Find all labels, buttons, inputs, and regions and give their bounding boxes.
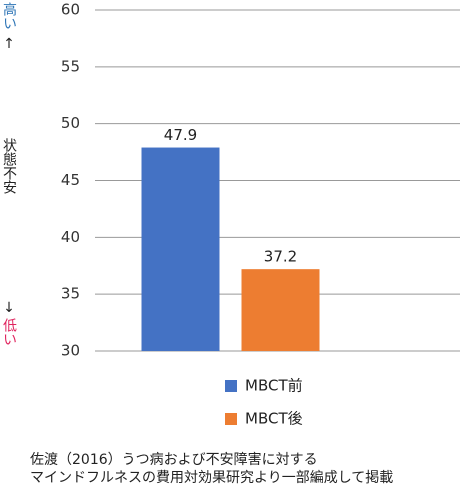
y-tick-label: 45 xyxy=(61,171,80,189)
y-low-arrow: ↓ xyxy=(1,300,17,316)
bar xyxy=(241,269,320,351)
y-axis-label: 状態不安 xyxy=(1,138,17,194)
source-note: 佐渡（2016）うつ病および不安障害に対する xyxy=(30,452,318,468)
y-tick-label: 55 xyxy=(61,57,80,75)
y-tick-label: 30 xyxy=(61,342,80,360)
legend-swatch xyxy=(225,413,237,425)
y-high-arrow: ↑ xyxy=(1,36,17,52)
source-note: マインドフルネスの費用対効果研究より一部編成して掲載 xyxy=(30,470,393,486)
legend-label: MBCT後 xyxy=(245,410,303,428)
y-tick-label: 60 xyxy=(61,1,80,19)
legend-swatch xyxy=(225,380,237,392)
y-high-label: 高い xyxy=(1,1,17,30)
legend-label: MBCT前 xyxy=(245,377,303,395)
y-low-label: 低い xyxy=(1,318,17,346)
bar xyxy=(141,147,220,351)
data-label: 47.9 xyxy=(164,126,197,144)
y-tick-label: 50 xyxy=(61,114,80,132)
data-label: 37.2 xyxy=(264,248,297,266)
y-tick-label: 40 xyxy=(61,228,80,246)
y-tick-label: 35 xyxy=(61,285,80,303)
